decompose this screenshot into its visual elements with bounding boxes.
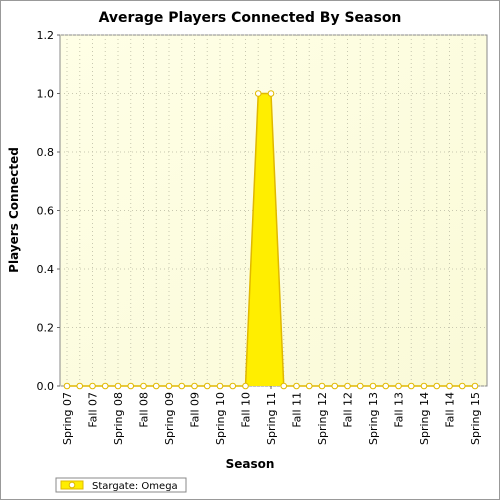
marker	[101, 382, 109, 390]
marker	[318, 382, 326, 390]
x-tick-label: Spring 11	[265, 392, 278, 445]
marker	[63, 382, 71, 390]
x-tick-label: Spring 14	[418, 392, 431, 445]
y-axis-label: Players Connected	[7, 147, 21, 273]
x-tick-label: Fall 12	[342, 392, 355, 428]
marker	[280, 382, 288, 390]
x-tick-label: Spring 10	[214, 392, 227, 445]
marker	[356, 382, 364, 390]
legend-marker	[68, 481, 76, 489]
x-tick-label: Fall 09	[189, 392, 202, 428]
marker	[242, 382, 249, 390]
marker	[191, 382, 198, 390]
marker	[254, 90, 262, 97]
x-tick-label: Fall 08	[138, 392, 151, 428]
x-tick-label: Fall 13	[393, 392, 406, 428]
x-axis-label: Season	[226, 457, 275, 471]
x-tick-label: Spring 13	[367, 392, 380, 445]
marker	[229, 382, 237, 390]
marker	[433, 382, 441, 390]
marker	[127, 382, 135, 390]
y-tick-label: 0.6	[37, 205, 55, 218]
marker	[331, 382, 339, 390]
marker	[458, 382, 466, 390]
y-tick-label: 0.4	[37, 263, 55, 276]
y-tick-label: 1.0	[37, 88, 55, 101]
marker	[420, 382, 428, 390]
y-tick-label: 1.2	[37, 29, 55, 42]
marker	[446, 382, 453, 390]
marker	[293, 382, 300, 390]
y-tick-label: 0.8	[37, 146, 55, 159]
y-tick-label: 0.0	[37, 380, 55, 393]
marker	[114, 382, 122, 390]
marker	[76, 382, 84, 390]
marker	[382, 382, 390, 390]
x-tick-label: Spring 15	[469, 392, 482, 445]
marker	[407, 382, 415, 390]
marker	[165, 382, 173, 390]
x-tick-label: Fall 11	[291, 392, 304, 428]
marker	[152, 382, 160, 390]
marker	[89, 382, 96, 390]
marker	[344, 382, 351, 390]
marker	[369, 382, 377, 390]
legend-box	[55, 477, 187, 493]
x-tick-label: Spring 09	[163, 392, 176, 445]
marker	[203, 382, 211, 390]
chart-title: Average Players Connected By Season	[99, 10, 402, 26]
marker	[305, 382, 313, 390]
marker	[140, 382, 147, 390]
x-tick-label: Spring 12	[316, 392, 329, 445]
area	[67, 93, 475, 386]
marker	[216, 382, 224, 390]
marker	[395, 382, 402, 390]
marker	[471, 382, 479, 390]
x-tick-label: Fall 14	[444, 392, 457, 428]
x-tick-label: Spring 08	[112, 392, 125, 445]
marker	[267, 90, 275, 97]
marker	[178, 382, 186, 390]
x-tick-label: Spring 07	[61, 392, 74, 445]
legend-label: Stargate: Omega	[92, 481, 178, 492]
x-tick-label: Fall 10	[240, 392, 253, 428]
y-tick-label: 0.2	[37, 322, 55, 335]
x-tick-label: Fall 07	[87, 392, 100, 428]
